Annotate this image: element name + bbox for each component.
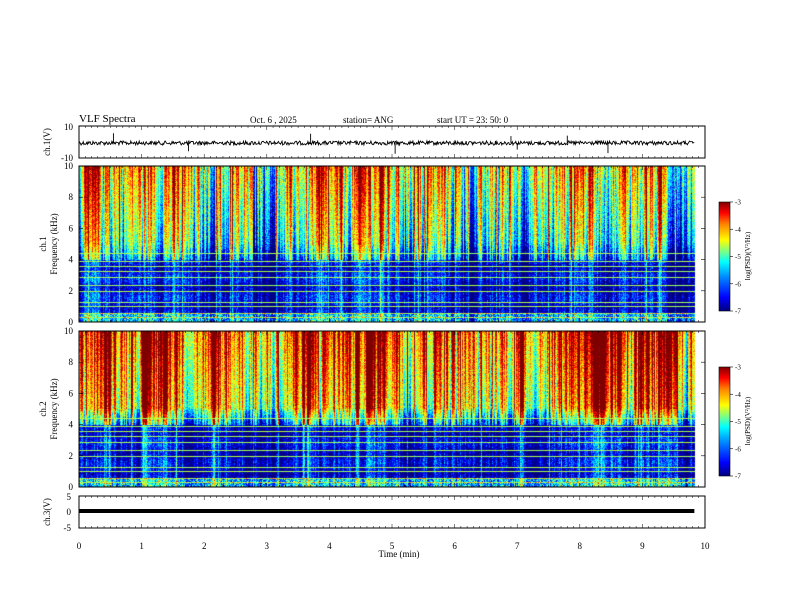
ch1-waveform-line — [79, 139, 695, 147]
colorbar-tick-label--6: -6 — [735, 280, 741, 288]
time-axis-label: Time (min) — [379, 549, 420, 559]
freq-tick-label-0: 0 — [69, 317, 74, 327]
x-tick-label-9: 9 — [640, 541, 645, 551]
colorbar-tick-label--3: -3 — [735, 199, 741, 207]
start-ut-label: start UT = 23: 50: 0 — [437, 115, 509, 125]
x-tick-label-0: 0 — [77, 541, 82, 551]
ch3-ytick-top: 5 — [67, 492, 72, 502]
date-label: Oct. 6 , 2025 — [250, 115, 297, 125]
ch1-ytick-bottom: -10 — [61, 153, 73, 163]
x-tick-label-2: 2 — [202, 541, 207, 551]
ch3-ytick-mid: 0 — [67, 507, 72, 517]
x-tick-label-1: 1 — [139, 541, 144, 551]
ch3-ytick-bottom: -5 — [64, 523, 72, 533]
ch1-spec-ylabel: Frequency (kHz) — [49, 213, 59, 274]
colorbar-tick-label--7: -7 — [735, 473, 741, 481]
ch3-ylabel: ch.3(V) — [42, 498, 52, 526]
ch1-waveform-frame — [78, 125, 706, 159]
ch1-spec-channel-label: ch.1 — [38, 236, 48, 251]
x-tick-label-7: 7 — [515, 541, 520, 551]
colorbar-tick-label--4: -4 — [735, 391, 741, 399]
freq-tick-label-8: 8 — [69, 357, 74, 367]
ch1-colorbar-ticks: -3 -4 -5 -6 -7 — [730, 199, 741, 316]
freq-tick-label-10: 10 — [64, 161, 74, 171]
colorbar-tick-label--5: -5 — [735, 418, 741, 426]
ch2-spec-channel-label: ch.2 — [38, 401, 48, 416]
ch2-spectrogram-image — [79, 331, 705, 487]
ch1-spectrogram-image — [79, 166, 705, 322]
x-tick-label-4: 4 — [327, 541, 332, 551]
ch2-spec-ylabel: Frequency (kHz) — [49, 378, 59, 439]
ch2-spectrogram-yticks: 0 2 4 6 8 10 — [64, 326, 705, 492]
ch1-ylabel: ch.1(V) — [42, 128, 52, 156]
station-label: station= ANG — [343, 115, 394, 125]
colorbar-tick-label--4: -4 — [735, 226, 741, 234]
x-tick-label-5: 5 — [390, 541, 395, 551]
freq-tick-label-2: 2 — [69, 286, 74, 296]
time-axis-ticks — [78, 126, 706, 528]
time-axis-tick-labels: 0 1 2 3 4 5 6 7 8 9 10 — [77, 541, 710, 551]
colorbar-tick-label--7: -7 — [735, 308, 741, 316]
x-tick-label-6: 6 — [452, 541, 457, 551]
freq-tick-label-8: 8 — [69, 192, 74, 202]
colorbar-tick-label--5: -5 — [735, 253, 741, 261]
ch1-colorbar-label: log(PSD)(V²/Hz) — [744, 231, 752, 280]
chart-title: VLF Spectra — [79, 113, 136, 125]
freq-tick-label-6: 6 — [69, 223, 74, 233]
freq-tick-label-10: 10 — [64, 326, 74, 336]
freq-tick-label-6: 6 — [69, 388, 74, 398]
ch2-colorbar-ticks: -3 -4 -5 -6 -7 — [730, 364, 741, 481]
x-tick-label-3: 3 — [265, 541, 270, 551]
ch2-colorbar-label: log(PSD)(V²/Hz) — [744, 396, 752, 445]
x-tick-label-10: 10 — [701, 541, 711, 551]
ch1-colorbar — [718, 201, 731, 312]
freq-tick-label-4: 4 — [69, 420, 74, 430]
colorbar-tick-label--6: -6 — [735, 445, 741, 453]
x-tick-label-8: 8 — [578, 541, 583, 551]
freq-tick-label-4: 4 — [69, 255, 74, 265]
ch2-colorbar — [718, 366, 731, 477]
colorbar-tick-label--3: -3 — [735, 364, 741, 372]
freq-tick-label-2: 2 — [69, 451, 74, 461]
freq-tick-label-0: 0 — [69, 482, 74, 492]
ch1-spectrogram-yticks: 0 2 4 6 8 10 — [64, 161, 705, 327]
ch1-ytick-top: 10 — [64, 122, 74, 132]
